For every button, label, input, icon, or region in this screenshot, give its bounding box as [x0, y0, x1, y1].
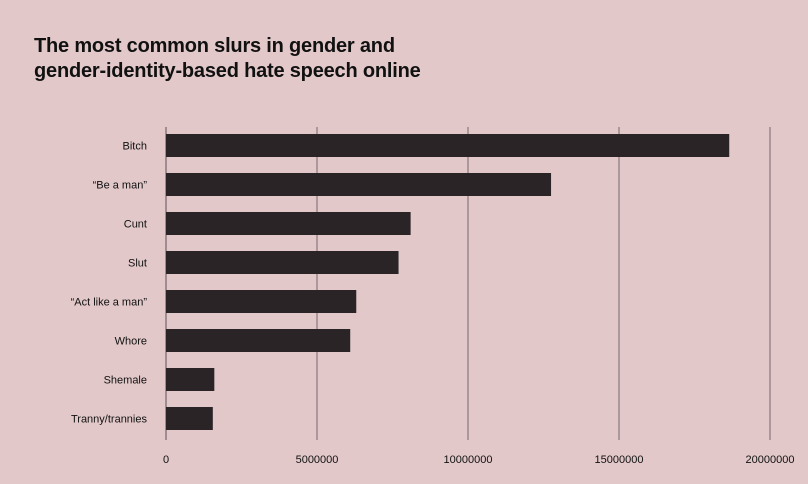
x-tick-label-0: 0	[163, 454, 169, 466]
chart-title: The most common slurs in gender and gend…	[34, 34, 634, 84]
bar-5	[166, 329, 351, 352]
bar-3	[166, 251, 399, 274]
bar-0	[166, 134, 730, 157]
category-label-2: Cunt	[124, 219, 147, 231]
category-label-6: Shemale	[104, 375, 147, 387]
bar-6	[166, 368, 215, 391]
category-label-7: Tranny/trannies	[71, 414, 148, 426]
x-tick-label-4: 20000000	[746, 454, 795, 466]
category-label-1: “Be a man”	[93, 180, 148, 192]
category-label-5: Whore	[115, 336, 147, 348]
x-tick-label-2: 10000000	[444, 454, 493, 466]
category-label-4: “Act like a man”	[71, 297, 148, 309]
category-label-0: Bitch	[123, 141, 147, 153]
chart-title-line-2: gender-identity-based hate speech online	[34, 60, 421, 82]
chart-title-line-1: The most common slurs in gender and	[34, 35, 395, 57]
category-label-3: Slut	[128, 258, 147, 270]
x-tick-label-1: 5000000	[296, 454, 339, 466]
bar-2	[166, 212, 411, 235]
bar-7	[166, 407, 213, 430]
x-tick-label-3: 15000000	[595, 454, 644, 466]
category-labels: Bitch “Be a man” Cunt Slut “Act like a man” W…	[71, 141, 148, 426]
bars	[166, 134, 730, 430]
bar-1	[166, 173, 552, 196]
bar-4	[166, 290, 357, 313]
x-axis-tick-labels: 0 5000000 10000000 15000000 20000000	[163, 454, 795, 466]
